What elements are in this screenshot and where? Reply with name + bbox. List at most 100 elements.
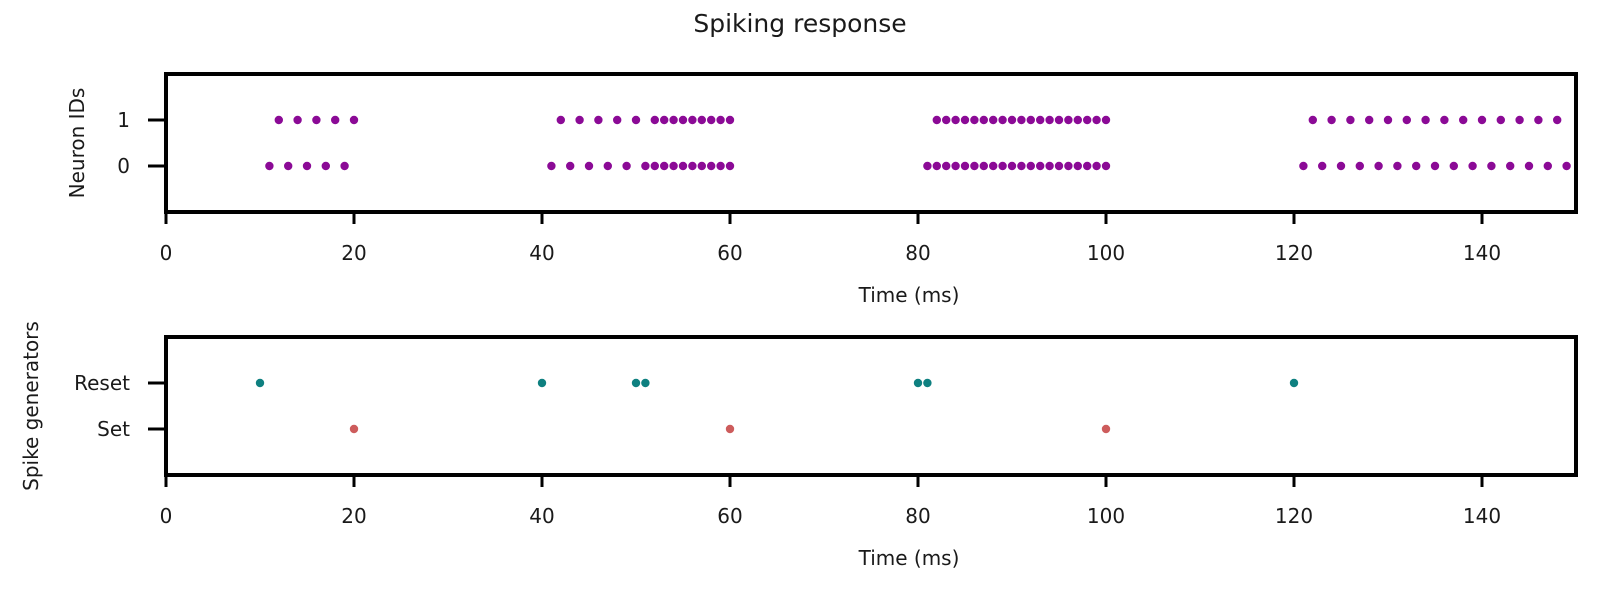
spike-point-neurons-0 <box>1374 161 1383 171</box>
spike-point-neurons-1 <box>1459 115 1468 125</box>
spike-point-neurons-1 <box>1440 115 1449 125</box>
spike-point-neurons-0 <box>1412 161 1421 171</box>
spike-point-neurons-0 <box>1007 161 1017 171</box>
x-tick-label: 20 <box>341 241 366 265</box>
spike-point-neurons-0 <box>1073 161 1083 171</box>
spike-point-neurons-1 <box>613 115 622 125</box>
spike-point-neurons-0 <box>1092 161 1101 171</box>
spike-point-neurons-0 <box>1101 161 1111 171</box>
spike-point-neurons-0 <box>1064 161 1073 171</box>
spike-point-neurons-0 <box>302 161 312 171</box>
spike-point-neurons-1 <box>660 115 669 125</box>
spike-point-neurons-1 <box>688 115 697 125</box>
x-tick-label: 120 <box>1275 241 1313 265</box>
spike-point-neurons-1 <box>1308 115 1318 125</box>
spike-point-neurons-1 <box>1327 115 1336 125</box>
x-tick-label: 120 <box>1275 504 1313 528</box>
spike-point-neurons-1 <box>1402 115 1412 125</box>
spike-point-neurons-1 <box>1026 115 1036 125</box>
spike-point-neurons-1 <box>1017 115 1026 125</box>
spike-point-neurons-0 <box>1487 161 1496 171</box>
spike-point-neurons-0 <box>932 161 941 171</box>
x-tick-label: 0 <box>160 504 173 528</box>
spike-point-neurons-1 <box>349 115 359 125</box>
spike-point-neurons-1 <box>1383 115 1393 125</box>
spike-point-neurons-1 <box>970 115 979 125</box>
spike-point-neurons-0 <box>1468 161 1477 171</box>
spike-point-neurons-1 <box>1007 115 1017 125</box>
spike-point-neurons-0 <box>1026 161 1036 171</box>
spike-point-generators-1 <box>923 378 932 388</box>
spike-point-neurons-1 <box>678 115 688 125</box>
y-tick-label: 0 <box>117 154 130 178</box>
spike-point-generators-1 <box>641 378 650 388</box>
spike-point-neurons-1 <box>650 115 659 125</box>
x-tick-label: 140 <box>1463 241 1501 265</box>
spike-point-neurons-0 <box>697 161 706 171</box>
spike-point-neurons-0 <box>725 161 735 171</box>
spike-point-neurons-0 <box>669 161 678 171</box>
spike-point-neurons-1 <box>594 115 603 125</box>
spike-point-neurons-0 <box>1562 161 1571 171</box>
spike-point-neurons-0 <box>989 161 998 171</box>
spike-point-neurons-0 <box>265 161 274 171</box>
spike-point-neurons-1 <box>942 115 951 125</box>
spike-point-neurons-0 <box>660 161 669 171</box>
spike-point-generators-1 <box>255 378 265 388</box>
spike-point-neurons-1 <box>274 115 283 125</box>
y-tick-label: Set <box>97 417 130 441</box>
spike-point-neurons-0 <box>547 161 556 171</box>
spike-point-neurons-0 <box>1449 161 1459 171</box>
spike-point-neurons-1 <box>293 115 302 125</box>
spike-point-neurons-1 <box>631 115 641 125</box>
spike-point-neurons-1 <box>1054 115 1064 125</box>
spike-point-neurons-0 <box>960 161 970 171</box>
spike-point-neurons-0 <box>1045 161 1054 171</box>
x-tick-label: 40 <box>529 504 554 528</box>
spike-point-neurons-1 <box>1477 115 1487 125</box>
spike-point-neurons-0 <box>1017 161 1026 171</box>
spike-point-neurons-0 <box>1318 161 1327 171</box>
spike-point-generators-0 <box>349 424 359 434</box>
y-tick-label: 1 <box>117 108 130 132</box>
spike-point-generators-1 <box>631 378 641 388</box>
axes-frame <box>164 72 1578 214</box>
spike-point-neurons-1 <box>716 115 725 125</box>
x-tick-label: 40 <box>529 241 554 265</box>
spike-point-neurons-1 <box>1045 115 1054 125</box>
spike-point-generators-1 <box>1289 378 1299 388</box>
spike-point-neurons-1 <box>725 115 735 125</box>
spike-point-neurons-1 <box>932 115 941 125</box>
spike-point-neurons-0 <box>716 161 725 171</box>
spike-point-neurons-1 <box>1534 115 1543 125</box>
spike-point-generators-0 <box>725 424 735 434</box>
axes-frame <box>164 335 1578 477</box>
spike-point-neurons-1 <box>1036 115 1045 125</box>
spike-point-neurons-0 <box>603 161 612 171</box>
spike-point-neurons-0 <box>707 161 716 171</box>
spike-point-neurons-1 <box>1496 115 1506 125</box>
spike-point-neurons-1 <box>998 115 1007 125</box>
spike-point-neurons-1 <box>979 115 988 125</box>
x-tick-label: 0 <box>160 241 173 265</box>
x-tick-label: 140 <box>1463 504 1501 528</box>
spike-point-neurons-1 <box>1064 115 1073 125</box>
spike-point-neurons-0 <box>970 161 979 171</box>
spike-point-neurons-1 <box>331 115 340 125</box>
spike-point-neurons-1 <box>707 115 716 125</box>
spike-point-generators-0 <box>1101 424 1111 434</box>
panel-neurons: 0 20 40 60 80 100 120 140 0 1 Time (ms) Neuron IDs <box>65 72 1578 307</box>
spike-point-neurons-0 <box>688 161 697 171</box>
spike-point-neurons-0 <box>321 161 330 171</box>
spike-point-neurons-0 <box>1299 161 1308 171</box>
spike-point-neurons-0 <box>1506 161 1515 171</box>
spike-point-neurons-0 <box>942 161 951 171</box>
panel-generators: 0 20 40 60 80 100 120 140 Set Reset Time (ms) Spike… <box>19 321 1578 570</box>
spike-point-neurons-0 <box>1336 161 1346 171</box>
spike-point-neurons-0 <box>566 161 575 171</box>
spike-point-neurons-1 <box>960 115 970 125</box>
x-axis-label: Time (ms) <box>858 283 960 307</box>
spike-point-neurons-0 <box>998 161 1007 171</box>
